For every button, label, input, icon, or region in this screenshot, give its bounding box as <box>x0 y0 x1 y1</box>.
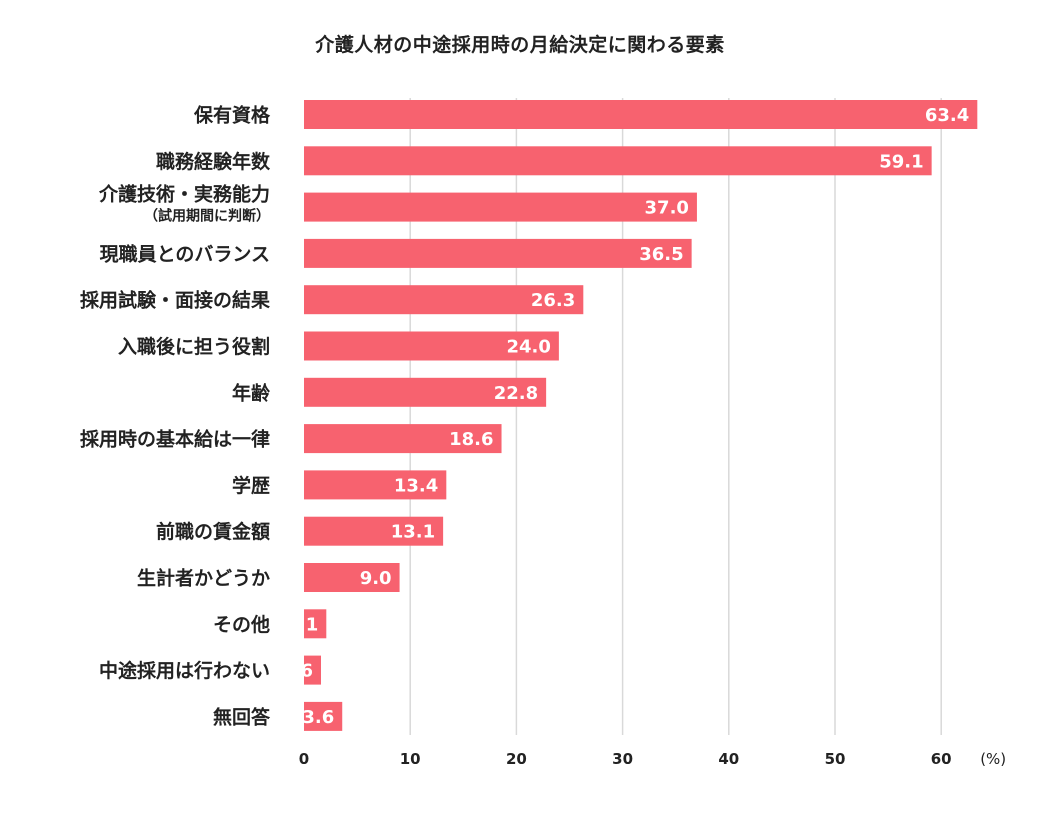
bar <box>304 516 444 546</box>
category-label: 職務経験年数 <box>156 150 271 173</box>
x-tick-label: 30 <box>612 750 633 768</box>
bar <box>304 470 447 500</box>
bar-value-label: 9.0 <box>360 568 392 589</box>
bar <box>304 100 978 129</box>
bar-value-label: 13.4 <box>394 475 438 496</box>
bar <box>304 238 692 268</box>
x-tick-label: 60 <box>931 750 952 768</box>
x-tick-label: 40 <box>718 750 739 768</box>
category-label: 生計者かどうか <box>137 567 270 590</box>
category-label: その他 <box>213 613 270 636</box>
category-label: 保有資格 <box>193 104 271 127</box>
category-label: 年齢 <box>232 381 271 404</box>
category-label: 前職の賃金額 <box>156 520 270 543</box>
bar-value-label: 3.6 <box>302 707 334 728</box>
bar <box>304 285 584 315</box>
bar-value-label: 13.1 <box>391 522 435 543</box>
bar-value-label: 2.1 <box>286 614 318 635</box>
bars: 63.4 59.1 37.0 36.5 26.3 24.0 22.8 18.6 13.4 13.1… <box>281 100 978 731</box>
category-label: 無回答 <box>213 705 271 728</box>
bar-value-label: 1.6 <box>281 661 313 682</box>
bar <box>304 377 547 407</box>
chart-title: 介護人材の中途採用時の月給決定に関わる要素 <box>315 34 725 56</box>
x-unit-label: (%) <box>980 750 1006 768</box>
bar-value-label: 22.8 <box>494 383 538 404</box>
bar <box>304 331 559 361</box>
category-label: 入職後に担う役割 <box>118 335 270 358</box>
bar-value-label: 36.5 <box>639 244 683 265</box>
x-axis-ticks: 0 10 20 30 40 50 60 (%) <box>299 750 1006 768</box>
category-label: 現職員とのバランス <box>100 242 270 265</box>
bar <box>304 701 343 731</box>
bar <box>304 563 400 592</box>
bar <box>304 146 932 176</box>
category-label: 採用時の基本給は一律 <box>80 428 270 451</box>
category-label: 介護技術・実務能力 <box>98 183 270 206</box>
x-tick-label: 0 <box>299 750 309 768</box>
category-sublabel: （試用期間に判断） <box>144 208 270 225</box>
bar <box>304 655 321 685</box>
x-tick-label: 50 <box>825 750 846 768</box>
bar-value-label: 63.4 <box>925 105 969 126</box>
bar-value-label: 24.0 <box>506 337 550 358</box>
gridlines <box>409 98 942 735</box>
bar <box>304 192 697 222</box>
x-tick-label: 20 <box>506 750 527 768</box>
bar <box>304 609 327 639</box>
bar-value-label: 26.3 <box>531 290 575 311</box>
bar <box>304 424 502 454</box>
x-tick-label: 10 <box>400 750 421 768</box>
category-label: 学歴 <box>232 474 270 497</box>
category-label: 中途採用は行わない <box>99 659 270 682</box>
bar-value-label: 59.1 <box>879 151 923 172</box>
category-label: 採用試験・面接の結果 <box>80 289 270 312</box>
bar-value-label: 37.0 <box>645 198 689 219</box>
bar-value-label: 18.6 <box>449 429 493 450</box>
